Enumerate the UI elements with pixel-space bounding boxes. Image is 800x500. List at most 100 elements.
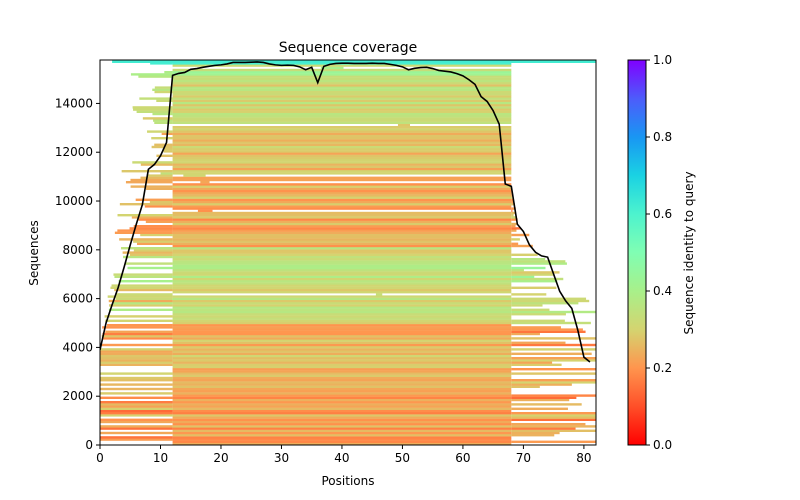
heatmap-row-left bbox=[100, 379, 173, 382]
colorbar-label: Sequence identity to query bbox=[682, 171, 696, 334]
heatmap-row bbox=[172, 273, 512, 276]
heatmap-row-right bbox=[511, 352, 592, 355]
heatmap-row bbox=[172, 198, 512, 201]
heatmap-row-right bbox=[511, 357, 596, 360]
heatmap-row-left bbox=[138, 218, 173, 221]
heatmap-row bbox=[172, 93, 512, 96]
chart-title: Sequence coverage bbox=[279, 40, 418, 56]
heatmap-row-left bbox=[113, 273, 173, 276]
heatmap-row-left bbox=[149, 200, 173, 204]
heatmap-row-right bbox=[511, 273, 555, 276]
heatmap-row-right bbox=[511, 244, 533, 248]
heatmap-row-right bbox=[511, 403, 582, 406]
heatmap-row bbox=[172, 324, 512, 327]
heatmap-row-left bbox=[110, 286, 173, 289]
y-tick-label: 6000 bbox=[62, 292, 93, 306]
heatmap-row-right bbox=[511, 337, 596, 340]
heatmap-row-left bbox=[154, 121, 173, 124]
heatmap-row-left bbox=[136, 242, 173, 245]
heatmap-row-left bbox=[123, 255, 173, 259]
heatmap-row-right bbox=[511, 396, 577, 399]
heatmap-row bbox=[172, 368, 512, 371]
heatmap-row-left bbox=[152, 88, 173, 91]
x-tick-label: 50 bbox=[395, 451, 410, 465]
heatmap-row bbox=[172, 434, 512, 437]
heatmap-row bbox=[172, 200, 512, 204]
heatmap-row bbox=[172, 141, 512, 144]
heatmap-row-right bbox=[511, 418, 596, 421]
heatmap-row-left bbox=[100, 376, 173, 380]
heatmap-row-left bbox=[122, 251, 173, 254]
heatmap-row-left bbox=[100, 343, 173, 347]
heatmap-row-right bbox=[511, 293, 547, 296]
heatmap-row bbox=[172, 112, 512, 116]
heatmap-row bbox=[172, 183, 512, 186]
heatmap-row-right bbox=[511, 440, 596, 443]
heatmap-row-left bbox=[100, 420, 173, 424]
heatmap-row bbox=[172, 420, 512, 424]
heatmap-row-left bbox=[140, 163, 173, 166]
heatmap-row bbox=[172, 104, 512, 107]
heatmap-row-left bbox=[132, 161, 173, 164]
heatmap-row-right bbox=[511, 214, 514, 217]
heatmap-row-left bbox=[100, 425, 173, 428]
heatmap-row-right bbox=[511, 379, 596, 382]
heatmap-row-right bbox=[511, 200, 514, 204]
heatmap-row-right bbox=[511, 427, 576, 430]
heatmap-row bbox=[172, 139, 512, 142]
heatmap-row bbox=[172, 284, 512, 287]
heatmap-row bbox=[172, 154, 512, 157]
heatmap-row-right bbox=[511, 330, 586, 333]
heatmap-row-left bbox=[108, 308, 173, 311]
heatmap-row-right bbox=[511, 222, 517, 226]
heatmap-row-right bbox=[511, 407, 568, 410]
heatmap-row bbox=[172, 363, 512, 366]
heatmap-row bbox=[172, 192, 512, 195]
heatmap-row-right bbox=[511, 262, 567, 265]
heatmap-row-right bbox=[511, 304, 543, 307]
heatmap-row bbox=[172, 412, 512, 415]
heatmap-row-left bbox=[146, 174, 173, 177]
heatmap-row bbox=[172, 128, 512, 131]
heatmap-row-right bbox=[511, 425, 596, 428]
heatmap-row bbox=[172, 172, 512, 175]
heatmap-row bbox=[172, 130, 512, 133]
heatmap-row bbox=[172, 330, 512, 333]
colorbar-tick-label: 0.0 bbox=[653, 438, 672, 452]
heatmap-row-right bbox=[511, 269, 524, 272]
y-tick-label: 0 bbox=[85, 438, 93, 452]
heatmap-row-left bbox=[108, 299, 173, 303]
heatmap-row bbox=[172, 328, 512, 331]
heatmap-row-left bbox=[145, 220, 173, 223]
heatmap-row-left bbox=[133, 225, 173, 228]
heatmap-row bbox=[172, 244, 512, 248]
heatmap-row-left bbox=[154, 86, 173, 89]
heatmap-row bbox=[172, 90, 512, 94]
heatmap-row-right bbox=[511, 258, 546, 261]
heatmap-row bbox=[172, 326, 512, 329]
heatmap-row bbox=[172, 282, 512, 285]
heatmap-row-left bbox=[146, 187, 173, 190]
heatmap-row bbox=[172, 286, 512, 289]
heatmap-row bbox=[172, 332, 512, 336]
heatmap-row bbox=[172, 374, 512, 377]
heatmap-row bbox=[172, 71, 512, 74]
heatmap-row-right bbox=[511, 229, 517, 232]
heatmap-row bbox=[172, 126, 512, 129]
heatmap-row bbox=[172, 211, 512, 215]
heatmap-row-left bbox=[104, 315, 173, 318]
heatmap-row bbox=[172, 159, 512, 162]
heatmap-row-right bbox=[511, 434, 555, 437]
heatmap-row bbox=[197, 209, 213, 212]
heatmap-row-right bbox=[511, 381, 596, 384]
heatmap-row-left bbox=[107, 295, 173, 298]
heatmap-row-right bbox=[511, 361, 553, 364]
heatmap-row-left bbox=[152, 112, 173, 116]
y-tick-label: 8000 bbox=[62, 243, 93, 257]
heatmap-row-right bbox=[511, 310, 596, 314]
heatmap-row bbox=[397, 123, 411, 127]
heatmap-row-right bbox=[511, 271, 560, 274]
heatmap-row-left bbox=[121, 247, 173, 250]
heatmap-row bbox=[172, 319, 512, 322]
heatmap-row bbox=[172, 405, 512, 408]
